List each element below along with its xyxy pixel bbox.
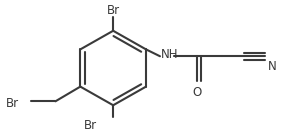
- Text: Br: Br: [5, 97, 19, 110]
- Text: O: O: [192, 86, 201, 99]
- Text: Br: Br: [84, 119, 97, 132]
- Text: NH: NH: [161, 48, 178, 61]
- Text: N: N: [268, 60, 276, 72]
- Text: Br: Br: [106, 4, 120, 17]
